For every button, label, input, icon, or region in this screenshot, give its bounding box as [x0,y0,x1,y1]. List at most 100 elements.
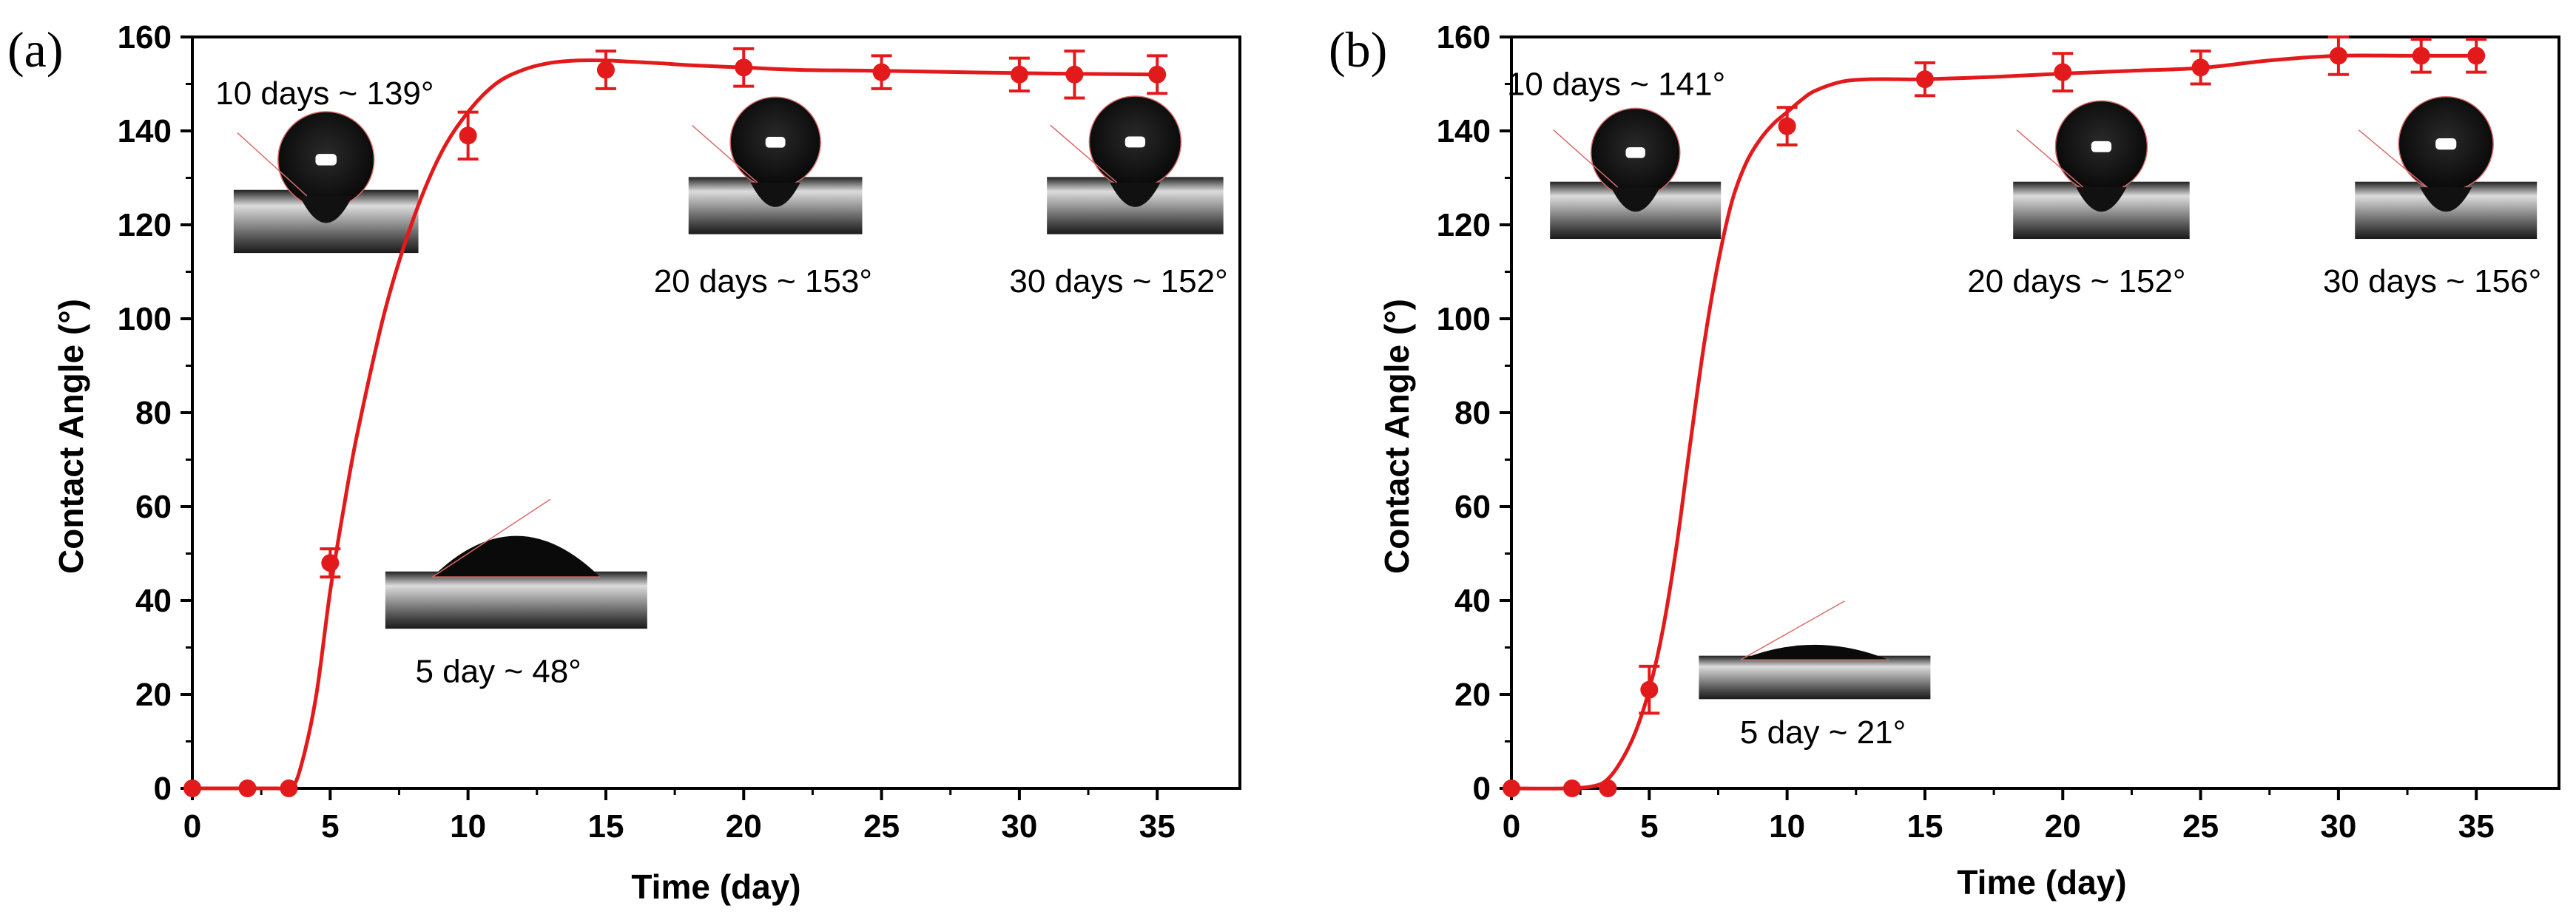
panel-b-points [1503,47,2486,797]
panel-b-annotations: 10 days ~ 141° 20 days ~ 152° 30 days ~ 15… [1507,67,2541,751]
data-point [238,779,257,797]
data-point [872,63,891,81]
series-fit-line [192,58,1158,793]
inset-highlight [1625,147,1645,158]
data-point [2329,47,2347,65]
data-point [1065,65,1084,84]
inset-reflection [1611,187,1660,212]
annotation-label: 20 days ~ 152° [1967,263,2185,300]
inset-reflection [300,195,353,223]
inset-reflection [1110,182,1161,207]
data-point [1010,65,1028,84]
data-point [2467,47,2486,65]
inset-tangent-line [1740,600,1845,660]
inset-highlight [1125,136,1146,148]
x-tick-label: 10 [450,808,486,845]
y-tick-label: 80 [1454,395,1491,431]
annotation-label: 5 day ~ 21° [1740,714,1906,751]
x-tick-label: 25 [2182,808,2219,845]
y-tick-label: 100 [118,301,172,337]
panel-b-insets [1550,95,2538,700]
data-point [2412,47,2430,65]
x-tick-label: 0 [183,808,201,845]
inset-substrate [385,571,647,629]
inset-droplet-20days [688,96,863,234]
panel-a-label: (a) [7,21,63,78]
inset-highlight [2435,138,2457,150]
annotation-label: 20 days ~ 153° [654,263,872,300]
inset-reflection [2076,187,2127,212]
data-point [459,126,477,145]
panel-a: (a) 0 5 10 15 20 25 30 35020406080100120140160 … [7,19,1241,906]
data-point [1503,779,1520,797]
annotation-label: 5 day ~ 48° [415,653,581,689]
y-tick-label: 20 [1454,677,1491,713]
panel-a-insets [233,95,1224,629]
inset-droplet-30days [2355,95,2538,240]
inset-tangent-line [2358,129,2428,188]
x-tick-label: 30 [2320,808,2356,845]
data-point [596,61,615,79]
y-tick-label: 120 [1437,207,1491,243]
inset-droplet-5day [385,498,647,629]
x-tick-label: 30 [1001,808,1037,845]
inset-droplet [1740,644,1889,660]
panel-a-points [183,58,1167,797]
x-tick-label: 0 [1503,808,1520,845]
inset-tangent-line [1553,129,1619,188]
x-tick-label: 25 [863,808,900,845]
inset-tangent-line [1050,124,1118,183]
x-tick-label: 35 [2458,808,2495,845]
data-point [1778,117,1796,135]
data-point [280,779,298,797]
x-tick-label: 20 [726,808,762,845]
x-tick-label: 20 [2045,808,2081,845]
y-tick-label: 120 [118,207,172,243]
panel-b-y-axis-title: Contact Angle (°) [1378,299,1416,574]
data-point [1640,680,1659,699]
panel-a-curve [192,58,1158,793]
panel-a-y-axis-title: Contact Angle (°) [52,299,90,574]
inset-tangent-line [691,124,758,183]
data-point [2054,63,2072,81]
x-tick-label: 15 [587,808,624,845]
inset-droplet-20days [2013,100,2190,240]
panel-b-x-axis-title: Time (day) [1957,863,2126,902]
x-tick-label: 5 [321,808,339,845]
y-tick-label: 80 [135,395,172,431]
data-point [321,554,340,572]
x-tick-label: 10 [1769,808,1805,845]
panel-a-errorbars [320,47,1168,579]
inset-highlight [765,137,786,148]
panel-a-axes: 0 5 10 15 20 25 30 35 0 20 40 60 80 100 120 140 160 [118,19,1241,845]
y-tick-label: 40 [1454,583,1491,619]
panel-b-label: (b) [1329,21,1387,78]
panel-a-x-axis-title: Time (day) [631,867,800,906]
annotation-label: 30 days ~ 152° [1009,263,1227,300]
y-tick-label: 60 [135,489,172,525]
y-tick-label: 140 [1437,113,1491,149]
y-tick-label: 40 [135,583,172,619]
inset-droplet-30days [1047,95,1224,234]
inset-droplet-5day [1699,600,1931,700]
data-point [2191,58,2210,77]
inset-highlight [315,154,337,166]
inset-tangent-line [237,132,308,197]
inset-tangent-line [2016,129,2084,188]
y-tick-label: 0 [1473,771,1491,807]
x-tick-label: 5 [1640,808,1658,845]
y-tick-label: 0 [154,771,172,807]
y-tick-label: 160 [1437,19,1491,55]
data-point [1148,65,1167,84]
panel-b-axes: 0 5 10 15 20 25 30 35 0 20 40 60 80 100 120 140 160 [1437,19,2560,845]
annotation-label: 10 days ~ 141° [1507,67,1725,103]
panel-a-annotations: 10 days ~ 139° 20 days ~ 153° 30 days ~ 15… [215,75,1227,689]
data-point [1915,70,1934,89]
data-point [735,58,753,77]
data-point [1562,779,1581,797]
y-tick-label: 100 [1437,301,1491,337]
x-tick-label: 15 [1906,808,1943,845]
annotation-label: 30 days ~ 156° [2323,263,2541,300]
y-tick-label: 160 [118,19,172,55]
panel-b: (b) 0 5 10 15 20 25 30 35020406080100120140160 … [1329,19,2560,902]
